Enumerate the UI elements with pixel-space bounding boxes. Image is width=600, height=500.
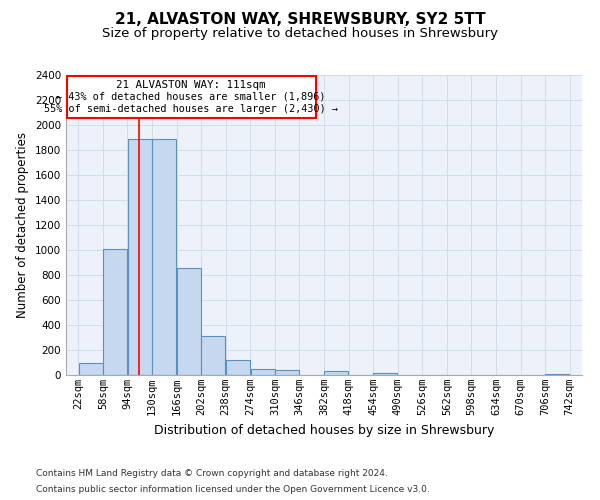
Bar bbox=[79, 362, 103, 375]
Text: Size of property relative to detached houses in Shrewsbury: Size of property relative to detached ho… bbox=[102, 28, 498, 40]
Bar bbox=[251, 369, 275, 375]
Bar bbox=[177, 268, 201, 375]
Text: 55% of semi-detached houses are larger (2,430) →: 55% of semi-detached houses are larger (… bbox=[44, 104, 338, 114]
Text: ← 43% of detached houses are smaller (1,896): ← 43% of detached houses are smaller (1,… bbox=[56, 92, 326, 102]
Bar bbox=[325, 371, 348, 375]
Bar bbox=[202, 336, 226, 375]
Bar bbox=[545, 374, 569, 375]
Text: 21 ALVASTON WAY: 111sqm: 21 ALVASTON WAY: 111sqm bbox=[116, 80, 266, 90]
Bar bbox=[103, 248, 127, 375]
Bar bbox=[67, 76, 316, 118]
Text: Contains public sector information licensed under the Open Government Licence v3: Contains public sector information licen… bbox=[36, 485, 430, 494]
Bar bbox=[226, 360, 250, 375]
X-axis label: Distribution of detached houses by size in Shrewsbury: Distribution of detached houses by size … bbox=[154, 424, 494, 436]
Bar bbox=[373, 372, 397, 375]
Bar bbox=[275, 370, 299, 375]
Text: Contains HM Land Registry data © Crown copyright and database right 2024.: Contains HM Land Registry data © Crown c… bbox=[36, 468, 388, 477]
Bar bbox=[152, 138, 176, 375]
Y-axis label: Number of detached properties: Number of detached properties bbox=[16, 132, 29, 318]
Text: 21, ALVASTON WAY, SHREWSBURY, SY2 5TT: 21, ALVASTON WAY, SHREWSBURY, SY2 5TT bbox=[115, 12, 485, 28]
Bar bbox=[128, 138, 152, 375]
